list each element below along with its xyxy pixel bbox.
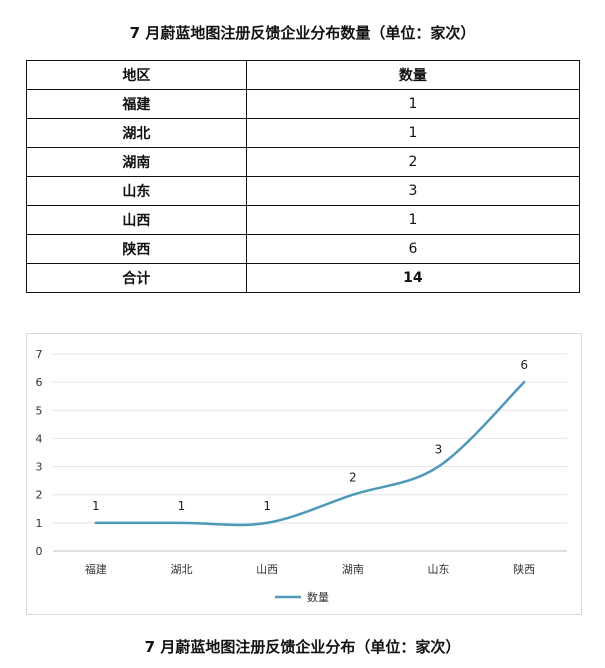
- table-row: 山西 1: [26, 205, 581, 235]
- y-tick-label: 3: [36, 461, 43, 474]
- data-label: 6: [520, 358, 528, 372]
- header-count: 数量: [245, 60, 581, 90]
- header-region: 地区: [26, 60, 247, 90]
- y-tick-label: 4: [36, 432, 43, 445]
- table-row: 福建 1: [26, 89, 581, 119]
- region-cell: 陕西: [26, 234, 247, 264]
- table-row: 山东 3: [26, 176, 581, 206]
- total-count: 14: [245, 263, 581, 293]
- legend-label: 数量: [307, 591, 329, 604]
- data-label: 1: [178, 499, 186, 513]
- table-header-row: 地区 数量: [26, 60, 581, 90]
- line-chart: 0 1 2 3 4 5 6 7 福建 湖北 山西 湖南 山东 陕西 1 1 1 2 3 6 数量: [36, 348, 567, 604]
- count-cell: 1: [245, 205, 581, 235]
- region-cell: 湖北: [26, 118, 247, 148]
- region-cell: 山西: [26, 205, 247, 235]
- y-tick-label: 1: [36, 517, 43, 530]
- region-cell: 湖南: [26, 147, 247, 177]
- data-label: 3: [435, 443, 443, 457]
- y-tick-label: 6: [36, 376, 43, 389]
- count-cell: 1: [245, 118, 581, 148]
- region-cell: 山东: [26, 176, 247, 206]
- table-row: 陕西 6: [26, 234, 581, 264]
- count-cell: 1: [245, 89, 581, 119]
- table-total-row: 合计 14: [26, 263, 581, 293]
- count-cell: 3: [245, 176, 581, 206]
- chart-area: 0 1 2 3 4 5 6 7 福建 湖北 山西 湖南 山东 陕西 1 1 1 2 3 6 数量: [26, 333, 582, 615]
- y-tick-label: 7: [36, 348, 43, 361]
- x-tick-label: 陕西: [513, 562, 535, 576]
- table-title: 7 月蔚蓝地图注册反馈企业分布数量（单位：家次）: [129, 24, 476, 42]
- data-label: 2: [349, 471, 357, 485]
- data-label: 1: [92, 499, 100, 513]
- x-tick-label: 福建: [85, 562, 107, 576]
- y-tick-label: 5: [36, 404, 43, 417]
- x-tick-label: 山西: [256, 563, 278, 576]
- chart-title: 7 月蔚蓝地图注册反馈企业分布（单位：家次）: [144, 638, 461, 656]
- x-tick-label: 湖北: [171, 563, 193, 576]
- region-cell: 福建: [26, 89, 247, 119]
- total-label: 合计: [26, 263, 247, 293]
- y-tick-label: 2: [36, 489, 43, 502]
- table-row: 湖南 2: [26, 147, 581, 177]
- table-row: 湖北 1: [26, 118, 581, 148]
- x-tick-label: 山东: [428, 563, 450, 576]
- y-tick-label: 0: [36, 545, 43, 558]
- data-label: 1: [263, 499, 271, 513]
- data-table: 地区 数量 福建 1 湖北 1 湖南 2 山东 3 山西 1 陕西 6 合计 1: [26, 60, 581, 293]
- x-tick-label: 湖南: [342, 563, 364, 576]
- count-cell: 2: [245, 147, 581, 177]
- series-line-数量: [94, 380, 526, 527]
- count-cell: 6: [245, 234, 581, 264]
